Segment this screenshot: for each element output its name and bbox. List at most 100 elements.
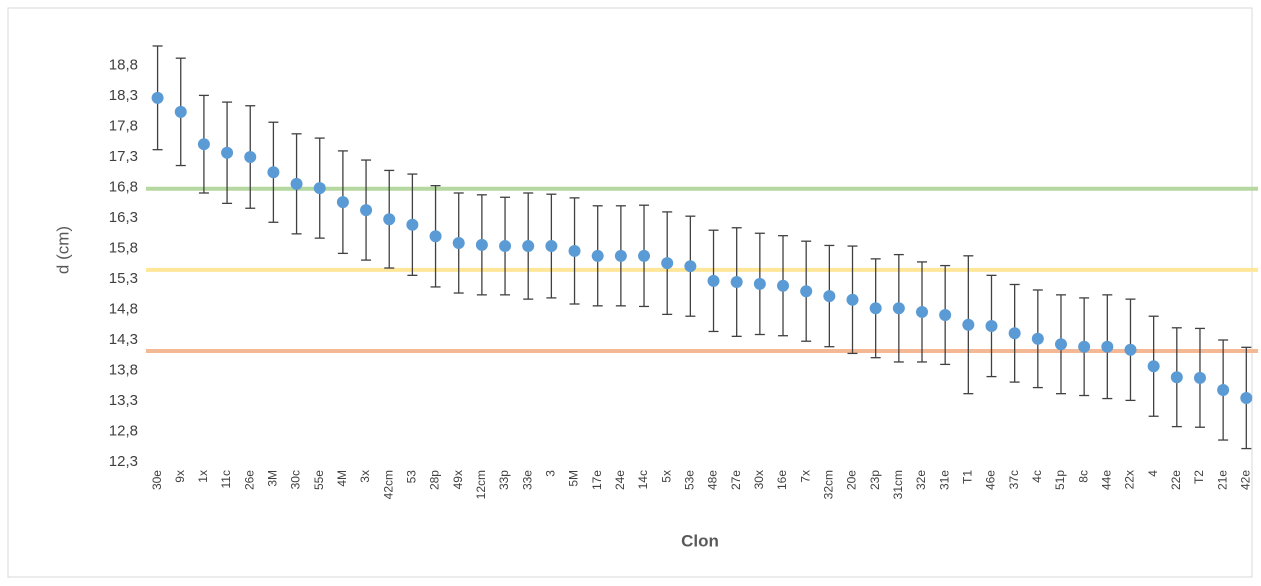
data-point xyxy=(313,182,326,195)
x-tick-label: 4 xyxy=(1146,470,1160,477)
y-tick-label: 17,3 xyxy=(109,148,138,165)
data-point xyxy=(290,177,303,190)
data-point xyxy=(823,290,836,303)
data-point xyxy=(1240,391,1253,404)
x-tick-label: 24e xyxy=(613,470,627,490)
x-tick-label: 5M xyxy=(567,470,581,487)
data-point xyxy=(1008,327,1021,340)
x-tick-label: 51p xyxy=(1053,470,1067,490)
data-point xyxy=(1147,360,1160,373)
x-tick-label: 49x xyxy=(451,470,465,489)
data-point xyxy=(151,91,164,104)
x-tick-label: 28p xyxy=(428,470,442,490)
x-tick-label: 44e xyxy=(1099,470,1113,490)
x-tick-label: 46e xyxy=(984,470,998,490)
x-tick-label: 26e xyxy=(242,470,256,490)
data-point xyxy=(383,213,396,226)
x-tick-label: 30e xyxy=(150,470,164,490)
data-point xyxy=(221,146,234,159)
data-point xyxy=(1170,371,1183,384)
x-tick-label: T1 xyxy=(961,470,975,484)
x-tick-label: 23p xyxy=(868,470,882,490)
x-tick-label: 22x xyxy=(1123,470,1137,489)
data-point xyxy=(499,240,512,253)
chart-frame xyxy=(7,7,1253,578)
y-tick-label: 15,3 xyxy=(109,270,138,287)
x-tick-label: 30c xyxy=(289,470,303,489)
x-tick-label: T2 xyxy=(1192,470,1206,484)
data-point xyxy=(429,230,442,243)
data-point xyxy=(684,260,697,273)
data-point xyxy=(730,276,743,289)
data-point xyxy=(1124,343,1137,356)
data-point xyxy=(406,218,419,231)
data-point xyxy=(707,274,720,287)
data-point xyxy=(475,238,488,251)
data-point xyxy=(545,240,558,253)
x-tick-label: 22e xyxy=(1169,470,1183,490)
y-tick-label: 16,8 xyxy=(109,178,138,195)
y-tick-label: 12,8 xyxy=(109,422,138,439)
data-point xyxy=(869,302,882,315)
x-tick-label: 31cm xyxy=(891,470,905,499)
data-point xyxy=(892,302,905,315)
data-point xyxy=(1217,384,1230,397)
data-point xyxy=(800,285,813,298)
x-tick-label: 20e xyxy=(845,470,859,490)
data-point xyxy=(568,244,581,257)
data-point xyxy=(916,305,929,318)
y-tick-label: 15,8 xyxy=(109,239,138,256)
data-point xyxy=(1101,340,1114,353)
data-point xyxy=(985,319,998,332)
x-tick-label: 32cm xyxy=(822,470,836,499)
y-tick-label: 18,8 xyxy=(109,56,138,73)
data-point xyxy=(197,138,210,151)
x-tick-label: 33e xyxy=(520,470,534,490)
data-point xyxy=(1031,332,1044,345)
x-tick-label: 16e xyxy=(775,470,789,490)
x-tick-label: 55e xyxy=(312,470,326,490)
data-point xyxy=(777,279,790,292)
x-tick-label: 21e xyxy=(1215,470,1229,490)
x-tick-label: 3M xyxy=(266,470,280,487)
x-tick-label: 12cm xyxy=(474,470,488,499)
x-tick-label: 14c xyxy=(636,470,650,489)
y-tick-label: 18,3 xyxy=(109,87,138,104)
y-tick-label: 13,8 xyxy=(109,361,138,378)
x-tick-label: 17e xyxy=(590,470,604,490)
data-point xyxy=(360,204,373,217)
data-point xyxy=(174,105,187,118)
x-tick-label: 4M xyxy=(335,470,349,487)
data-point xyxy=(244,151,257,163)
x-tick-label: 1x xyxy=(196,470,210,483)
x-tick-label: 7x xyxy=(798,470,812,483)
x-tick-label: 30x xyxy=(752,470,766,489)
x-tick-label: 53 xyxy=(405,470,419,484)
y-tick-label: 16,3 xyxy=(109,209,138,226)
x-tick-label: 9x xyxy=(173,470,187,483)
x-tick-label: 48e xyxy=(706,470,720,490)
y-tick-label: 14,8 xyxy=(109,300,138,317)
x-tick-label: 42e xyxy=(1238,470,1252,490)
data-point xyxy=(614,249,627,262)
x-tick-label: 37c xyxy=(1007,470,1021,489)
data-point xyxy=(638,249,651,262)
x-tick-label: 8c xyxy=(1076,470,1090,483)
x-tick-label: 42cm xyxy=(381,470,395,499)
data-point xyxy=(336,196,349,209)
x-tick-label: 27e xyxy=(729,470,743,490)
x-tick-label: 33p xyxy=(497,470,511,490)
x-tick-label: 4c xyxy=(1030,470,1044,483)
data-point xyxy=(661,257,674,270)
x-tick-label: 5x xyxy=(659,470,673,483)
x-axis-title: Clon xyxy=(681,531,719,550)
data-point xyxy=(1193,371,1206,384)
data-point xyxy=(1078,340,1091,353)
data-point xyxy=(939,308,952,321)
x-tick-label: 3x xyxy=(358,470,372,483)
x-tick-label: 53e xyxy=(683,470,697,490)
data-point xyxy=(846,293,859,306)
data-point xyxy=(1054,338,1067,351)
x-tick-label: 31e xyxy=(937,470,951,490)
